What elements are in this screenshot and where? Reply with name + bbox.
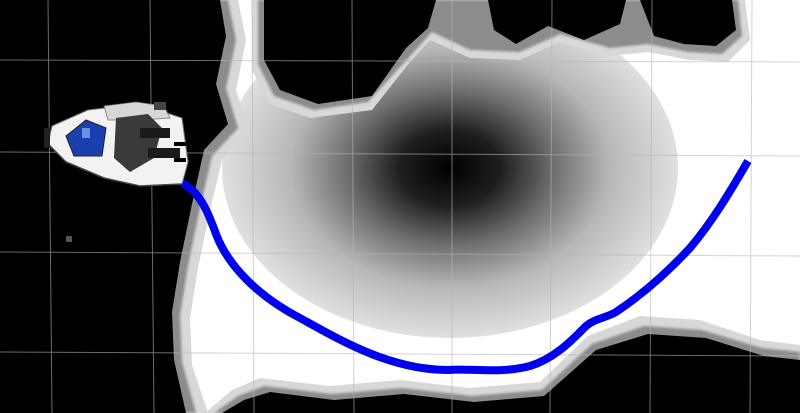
top-obstacle-2: [488, 0, 626, 44]
robot-screen-highlight: [82, 128, 90, 138]
robot-wheel-rim: [47, 143, 183, 187]
planned-path[interactable]: [179, 158, 752, 375]
robot-sensor: [154, 102, 166, 110]
robot-rear-panel: [44, 128, 50, 148]
robot-top: [103, 101, 171, 121]
robot-indicator-2: [174, 158, 186, 162]
robot-gripper-2: [148, 148, 180, 158]
robot-icon[interactable]: [44, 101, 189, 187]
top-obstacle-3: [640, 0, 736, 46]
bottom-obstacle: [222, 334, 800, 413]
left-wall-obstacle: [0, 0, 228, 413]
robot-gripper-1: [140, 128, 170, 138]
robot-indicator: [174, 142, 186, 146]
top-obstacle-1: [264, 0, 436, 104]
speckle: [66, 236, 72, 242]
